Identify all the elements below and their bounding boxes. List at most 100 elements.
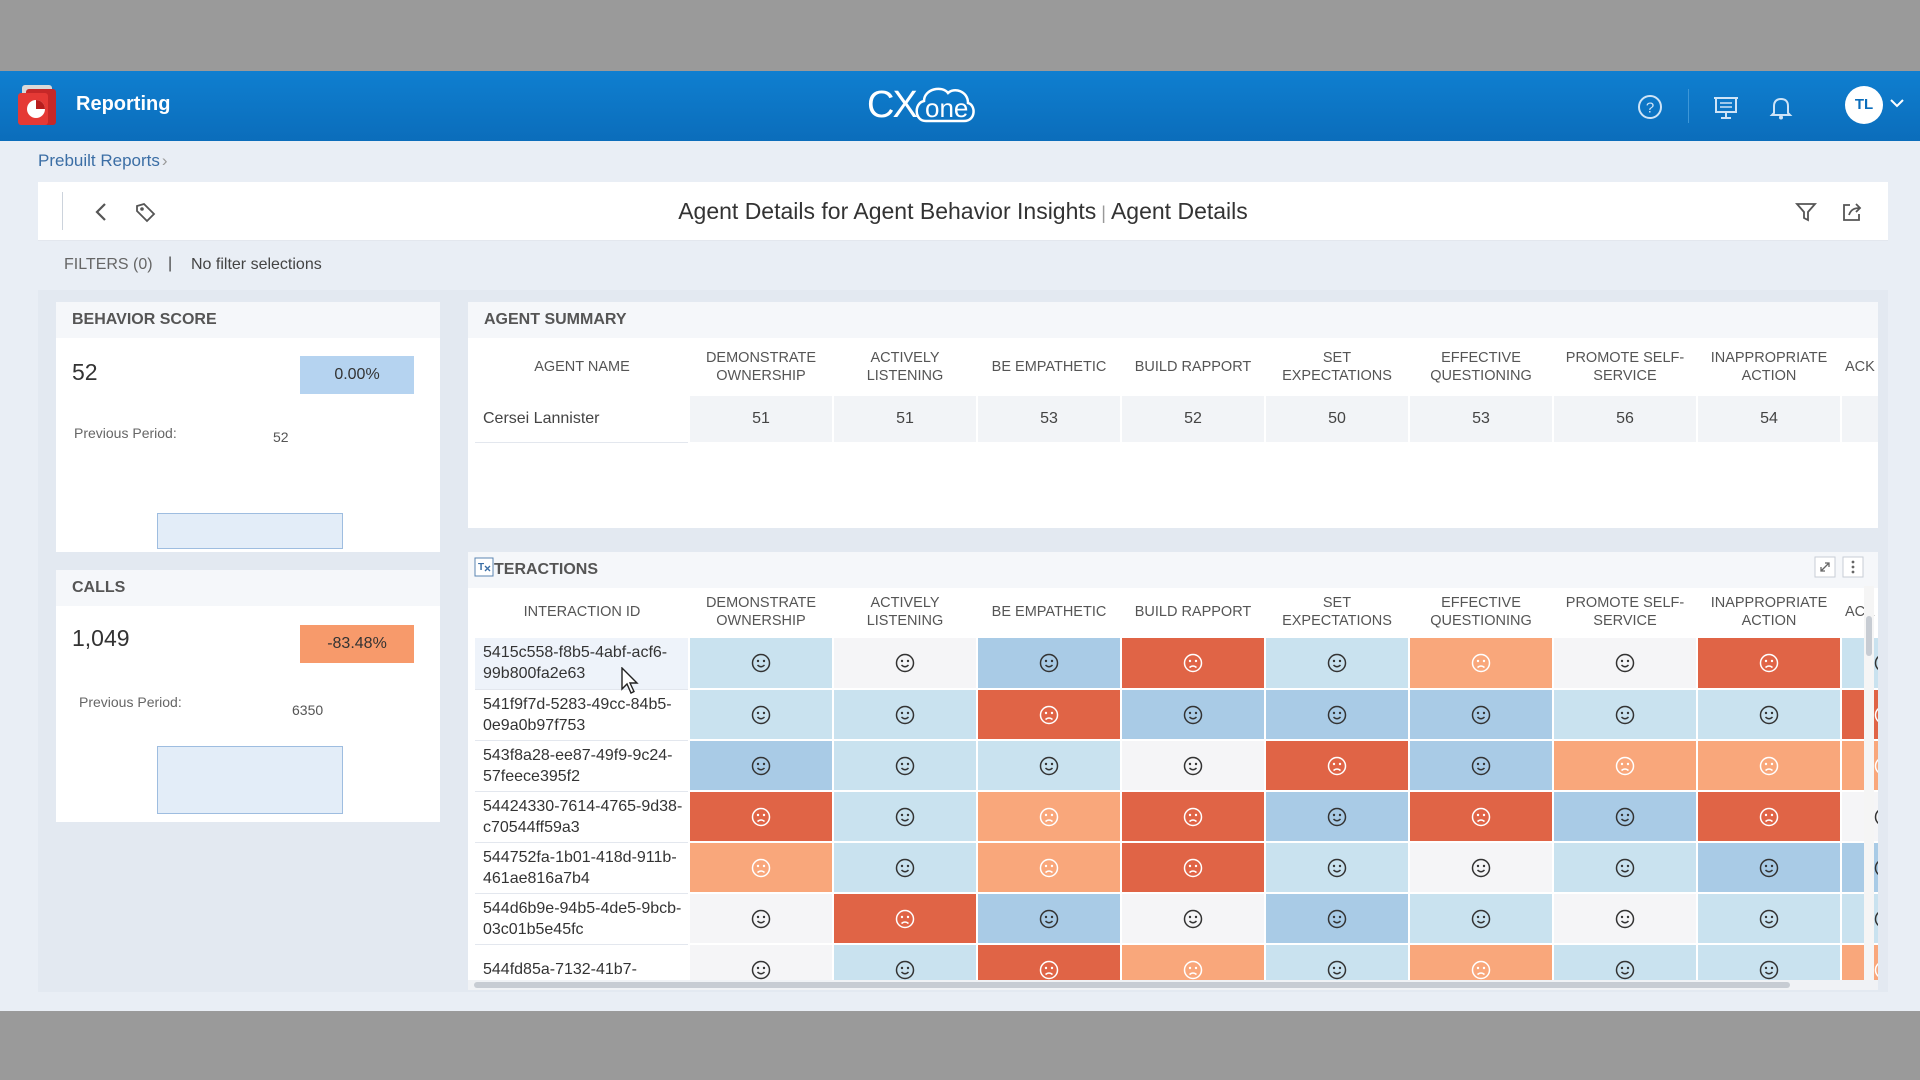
positive-sentiment-cell[interactable]	[1265, 689, 1410, 741]
vertical-scrollbar-thumb[interactable]	[1866, 616, 1872, 656]
negative-sentiment-cell[interactable]	[1553, 740, 1698, 792]
column-header[interactable]: BUILD RAPPORT	[1134, 359, 1252, 375]
positive-sentiment-cell[interactable]	[977, 893, 1122, 945]
positive-sentiment-cell[interactable]	[689, 689, 834, 741]
column-header[interactable]: DEMONSTRATE OWNERSHIP	[705, 350, 817, 384]
negative-sentiment-cell[interactable]	[1409, 638, 1554, 690]
positive-sentiment-cell[interactable]	[1553, 893, 1698, 945]
negative-sentiment-cell[interactable]	[833, 893, 978, 945]
positive-sentiment-cell[interactable]	[1553, 638, 1698, 690]
interaction-id-cell[interactable]: 541f9f7d-5283-49cc-84b5-0e9a0b97f753	[475, 689, 690, 741]
table-row[interactable]: Cersei Lannister 51 51 53 52 50 53 56 54	[475, 396, 1878, 443]
presentation-board-icon[interactable]	[1710, 91, 1742, 123]
positive-sentiment-cell[interactable]	[689, 740, 834, 792]
column-header[interactable]: ACK	[1845, 359, 1875, 375]
agent-name-cell[interactable]: Cersei Lannister	[475, 396, 690, 443]
interaction-id-cell[interactable]: 5415c558-f8b5-4abf-acf6-99b800fa2e63	[475, 638, 690, 690]
interaction-id-cell[interactable]: 54424330-7614-4765-9d38-c70544ff59a3	[475, 791, 690, 843]
positive-sentiment-cell[interactable]	[1697, 842, 1842, 894]
question-circle-icon[interactable]: ?	[1634, 91, 1666, 123]
column-header[interactable]: PROMOTE SELF-SERVICE	[1565, 595, 1685, 629]
interaction-id-cell[interactable]: 544752fa-1b01-418d-911b-461ae816a7b4	[475, 842, 690, 894]
positive-sentiment-cell[interactable]	[833, 740, 978, 792]
positive-sentiment-cell[interactable]	[1265, 842, 1410, 894]
negative-sentiment-cell[interactable]	[1409, 791, 1554, 843]
negative-sentiment-cell[interactable]	[1121, 791, 1266, 843]
positive-sentiment-cell[interactable]	[1121, 689, 1266, 741]
kebab-icon[interactable]	[1842, 556, 1864, 578]
bell-icon[interactable]	[1765, 91, 1797, 123]
positive-sentiment-cell[interactable]	[1409, 842, 1554, 894]
positive-sentiment-cell[interactable]	[1409, 740, 1554, 792]
horizontal-scrollbar-thumb[interactable]	[474, 982, 1790, 988]
positive-sentiment-cell[interactable]	[1121, 740, 1266, 792]
breadcrumb-link-prebuilt-reports[interactable]: Prebuilt Reports	[38, 151, 160, 170]
funnel-icon[interactable]	[1793, 199, 1819, 225]
horizontal-scrollbar-track[interactable]	[468, 980, 1878, 990]
column-header[interactable]: SET EXPECTATIONS	[1282, 350, 1392, 384]
vertical-scrollbar-track[interactable]	[1864, 586, 1874, 980]
column-header[interactable]: ACTIVELY LISTENING	[866, 595, 944, 629]
positive-sentiment-cell[interactable]	[1121, 893, 1266, 945]
column-header[interactable]: AGENT NAME	[534, 359, 630, 375]
column-header[interactable]: EFFECTIVE QUESTIONING	[1430, 350, 1532, 384]
positive-sentiment-cell[interactable]	[1265, 893, 1410, 945]
column-header[interactable]: INAPPROPRIATE ACTION	[1710, 595, 1828, 629]
column-header[interactable]: SET EXPECTATIONS	[1282, 595, 1392, 629]
positive-sentiment-cell[interactable]	[1697, 689, 1842, 741]
chevron-down-icon[interactable]	[1887, 93, 1907, 113]
column-header[interactable]: BE EMPATHETIC	[991, 359, 1107, 375]
filters-count-label[interactable]: FILTERS (0)	[64, 256, 153, 273]
negative-sentiment-cell[interactable]	[1265, 740, 1410, 792]
negative-sentiment-cell[interactable]	[1697, 740, 1842, 792]
positive-sentiment-cell[interactable]	[1697, 893, 1842, 945]
negative-sentiment-cell[interactable]	[977, 689, 1122, 741]
table-row[interactable]: 544d6b9e-94b5-4de5-9bcb-03c01b5e45fc	[475, 893, 1878, 945]
share-export-icon[interactable]	[1839, 199, 1865, 225]
column-header[interactable]: INTERACTION ID	[523, 604, 641, 620]
column-header[interactable]: BUILD RAPPORT	[1134, 604, 1252, 620]
column-header[interactable]: INAPPROPRIATE ACTION	[1710, 350, 1828, 384]
reporting-app-icon[interactable]	[16, 81, 62, 127]
clear-filter-icon[interactable]: T	[474, 557, 494, 577]
column-header[interactable]: BE EMPATHETIC	[991, 604, 1107, 620]
table-row[interactable]: 54424330-7614-4765-9d38-c70544ff59a3	[475, 791, 1878, 843]
table-row[interactable]: 543f8a28-ee87-49f9-9c24-57feece395f2	[475, 740, 1878, 792]
negative-sentiment-cell[interactable]	[689, 842, 834, 894]
positive-sentiment-cell[interactable]	[1265, 638, 1410, 690]
interaction-id-cell[interactable]: 543f8a28-ee87-49f9-9c24-57feece395f2	[475, 740, 690, 792]
column-header[interactable]: DEMONSTRATE OWNERSHIP	[705, 595, 817, 629]
column-header[interactable]: ACTIVELY LISTENING	[866, 350, 944, 384]
table-row[interactable]: 541f9f7d-5283-49cc-84b5-0e9a0b97f753	[475, 689, 1878, 741]
positive-sentiment-cell[interactable]	[833, 791, 978, 843]
positive-sentiment-cell[interactable]	[1553, 842, 1698, 894]
negative-sentiment-cell[interactable]	[1121, 638, 1266, 690]
chevron-left-icon[interactable]	[88, 198, 116, 226]
negative-sentiment-cell[interactable]	[689, 791, 834, 843]
negative-sentiment-cell[interactable]	[977, 791, 1122, 843]
user-avatar[interactable]: TL	[1845, 86, 1883, 124]
negative-sentiment-cell[interactable]	[1697, 638, 1842, 690]
positive-sentiment-cell[interactable]	[1409, 893, 1554, 945]
column-header[interactable]: EFFECTIVE QUESTIONING	[1430, 595, 1532, 629]
interaction-id-cell[interactable]: 544d6b9e-94b5-4de5-9bcb-03c01b5e45fc	[475, 893, 690, 945]
positive-sentiment-cell[interactable]	[977, 638, 1122, 690]
positive-sentiment-cell[interactable]	[833, 689, 978, 741]
positive-sentiment-cell[interactable]	[977, 740, 1122, 792]
positive-sentiment-cell[interactable]	[1409, 689, 1554, 741]
positive-sentiment-cell[interactable]	[689, 638, 834, 690]
table-row[interactable]: 5415c558-f8b5-4abf-acf6-99b800fa2e63	[475, 638, 1878, 690]
positive-sentiment-cell[interactable]	[833, 638, 978, 690]
table-row[interactable]: 544752fa-1b01-418d-911b-461ae816a7b4	[475, 842, 1878, 894]
positive-sentiment-cell[interactable]	[1265, 791, 1410, 843]
tag-icon[interactable]	[131, 198, 159, 226]
positive-sentiment-cell[interactable]	[833, 842, 978, 894]
negative-sentiment-cell[interactable]	[977, 842, 1122, 894]
negative-sentiment-cell[interactable]	[1697, 791, 1842, 843]
positive-sentiment-cell[interactable]	[689, 893, 834, 945]
expand-icon[interactable]	[1814, 556, 1836, 578]
positive-sentiment-cell[interactable]	[1553, 791, 1698, 843]
negative-sentiment-cell[interactable]	[1121, 842, 1266, 894]
positive-sentiment-cell[interactable]	[1553, 689, 1698, 741]
column-header[interactable]: PROMOTE SELF-SERVICE	[1565, 350, 1685, 384]
